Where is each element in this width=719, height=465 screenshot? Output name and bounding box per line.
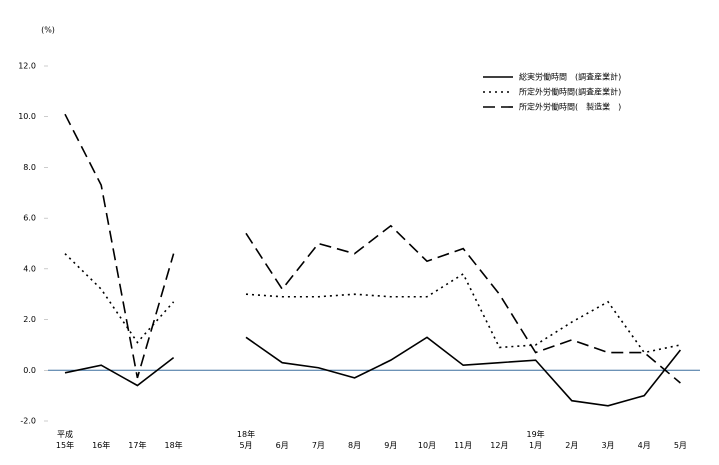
legend-label: 所定外労働時間( 製造業 )	[519, 102, 621, 112]
y-tick-label: 0.0	[23, 366, 36, 375]
y-tick-label: 12.0	[18, 62, 36, 71]
x-tick-label: 11月	[454, 441, 472, 450]
x-tick-label: 9月	[384, 441, 397, 450]
x-tick-label: 19年 1月	[527, 429, 545, 450]
legend-label: 総実労働時間 (調査産業計)	[519, 72, 621, 82]
x-tick-label: 3月	[601, 441, 614, 450]
x-tick-label: 4月	[638, 441, 651, 450]
unit-label: (%)	[41, 26, 55, 35]
y-tick-label: 2.0	[23, 315, 36, 324]
y-tick-label: 10.0	[18, 112, 36, 121]
x-tick-label: 12月	[490, 441, 508, 450]
y-tick-label: 6.0	[23, 214, 36, 223]
y-tick-label: -2.0	[20, 417, 36, 426]
x-tick-label: 平成 15年	[56, 429, 74, 450]
x-tick-label: 7月	[312, 441, 325, 450]
x-tick-label: 6月	[276, 441, 289, 450]
x-tick-label: 16年	[92, 440, 110, 450]
x-tick-label: 2月	[565, 441, 578, 450]
series-line	[64, 113, 681, 384]
x-tick-label: 18年 5月	[237, 429, 255, 450]
x-tick-label: 18年	[165, 440, 183, 450]
x-tick-label: 8月	[348, 441, 361, 450]
y-tick-label: 8.0	[23, 163, 36, 172]
y-tick-label: 4.0	[23, 264, 36, 273]
x-tick-label: 5月	[674, 441, 687, 450]
x-tick-label: 17年	[128, 440, 146, 450]
x-tick-label: 10月	[418, 441, 436, 450]
series-line	[64, 336, 682, 407]
series-line	[64, 253, 681, 354]
legend-label: 所定外労働時間(調査産業計)	[519, 87, 621, 97]
